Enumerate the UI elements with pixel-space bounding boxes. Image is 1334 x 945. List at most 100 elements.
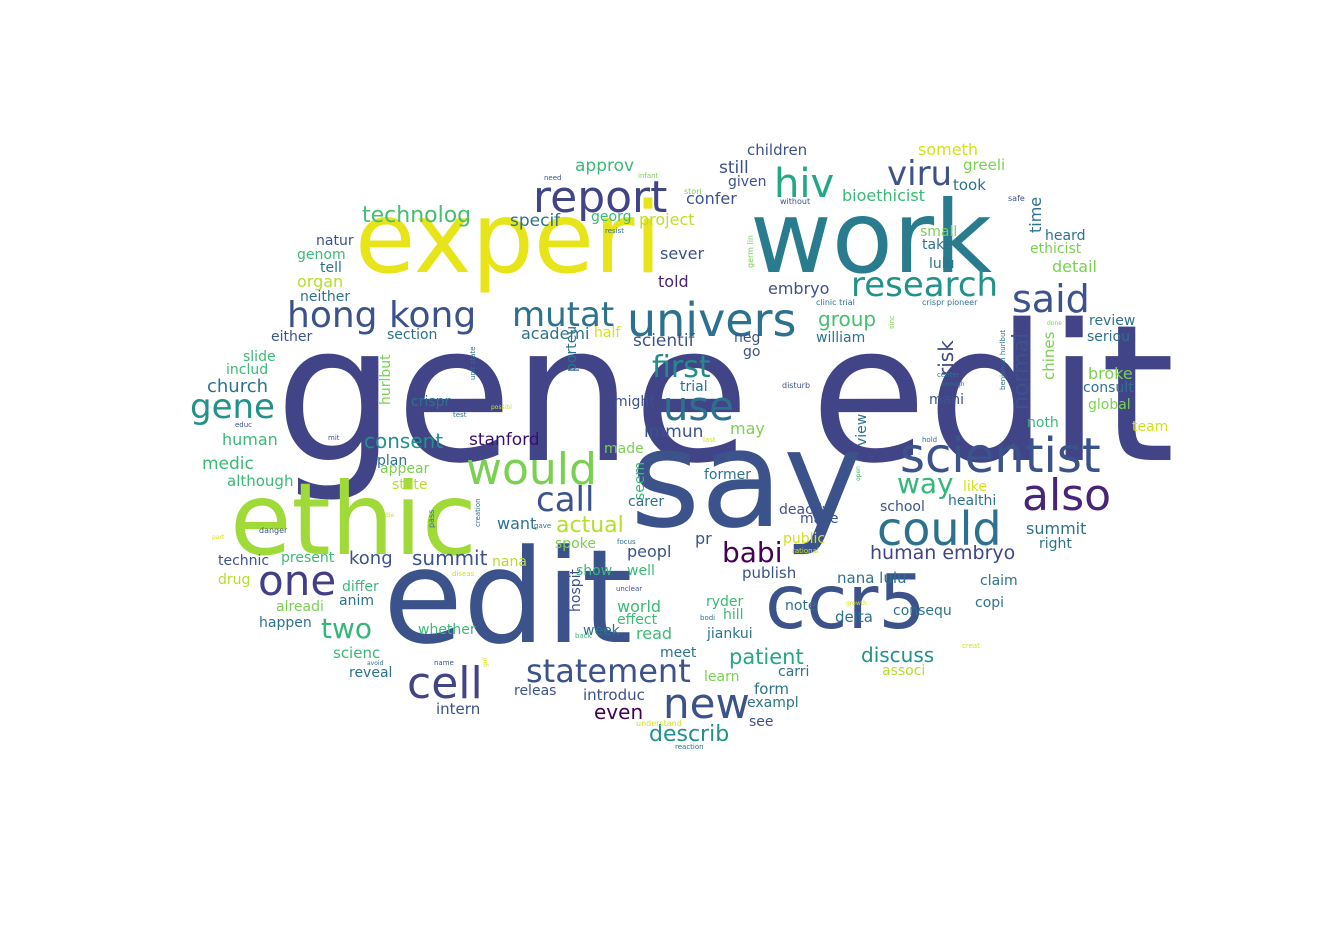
cloud-word: although bbox=[227, 472, 294, 490]
cloud-word: clinic trial bbox=[816, 298, 855, 307]
cloud-word: global bbox=[1088, 397, 1131, 413]
cloud-word: could bbox=[877, 502, 1002, 556]
cloud-word: pr bbox=[695, 529, 712, 548]
cloud-word: meet bbox=[660, 645, 697, 661]
cloud-word: intern bbox=[436, 700, 481, 718]
cloud-word: releas bbox=[514, 683, 557, 699]
cloud-word: healthi bbox=[948, 493, 997, 509]
cloud-word: gene edit bbox=[275, 284, 1175, 505]
cloud-word: greeli bbox=[963, 156, 1006, 174]
cloud-word: still bbox=[719, 158, 749, 178]
cloud-word: public bbox=[783, 531, 826, 547]
cloud-word: describ bbox=[649, 722, 730, 747]
cloud-word: trial bbox=[680, 379, 708, 395]
cloud-word: sinc bbox=[888, 315, 896, 329]
cloud-word: neg bbox=[734, 330, 761, 346]
cloud-word: work bbox=[750, 179, 992, 296]
cloud-word: learn bbox=[704, 669, 740, 685]
cloud-word: nana lulu bbox=[837, 569, 907, 587]
cloud-word: reaction bbox=[675, 743, 704, 751]
cloud-word: edit bbox=[383, 521, 633, 673]
cloud-word: said bbox=[1012, 277, 1090, 321]
cloud-word: form bbox=[754, 680, 789, 698]
cloud-word: delta bbox=[835, 608, 873, 626]
cloud-word: rational bbox=[792, 547, 819, 555]
cloud-word: ryder bbox=[706, 594, 744, 610]
cloud-word: scientist bbox=[900, 428, 1101, 484]
cloud-word: project bbox=[639, 210, 695, 229]
cloud-word: whether bbox=[418, 622, 476, 638]
cloud-word: includ bbox=[226, 362, 269, 378]
cloud-word: world bbox=[617, 597, 662, 616]
cloud-word: gene bbox=[190, 387, 275, 427]
cloud-word: technolog bbox=[362, 203, 472, 228]
cloud-word: educ bbox=[235, 421, 253, 429]
cloud-word: part bbox=[212, 534, 225, 541]
cloud-word: ethicist bbox=[1030, 241, 1082, 257]
cloud-word: sever bbox=[660, 244, 705, 263]
cloud-word: research bbox=[851, 265, 999, 305]
cloud-word: slide bbox=[243, 349, 276, 365]
cloud-word: human bbox=[222, 430, 278, 449]
cloud-word: natur bbox=[316, 233, 354, 249]
cloud-word: see bbox=[749, 714, 774, 730]
cloud-word: girl bbox=[482, 657, 489, 667]
cloud-word: first bbox=[652, 350, 711, 385]
cloud-word: school bbox=[880, 499, 925, 515]
cloud-word: done bbox=[1047, 320, 1062, 327]
cloud-word: porteu bbox=[564, 325, 580, 372]
cloud-word: happen bbox=[259, 615, 312, 631]
cloud-word: lulu bbox=[929, 256, 955, 272]
cloud-word: time bbox=[1026, 196, 1045, 233]
cloud-word: alreadi bbox=[276, 599, 324, 615]
cloud-word: take bbox=[922, 237, 953, 253]
cloud-word: small bbox=[920, 224, 958, 240]
cloud-word: children bbox=[747, 141, 808, 159]
cloud-word: differ bbox=[342, 579, 379, 595]
cloud-word: made bbox=[604, 441, 644, 457]
cloud-word: exampl bbox=[747, 695, 799, 711]
cloud-word: center bbox=[937, 371, 960, 379]
cloud-word: viru bbox=[887, 154, 953, 194]
cloud-word: kong bbox=[349, 548, 393, 569]
cloud-word: immun bbox=[644, 422, 704, 442]
cloud-word: resist bbox=[605, 227, 625, 235]
cloud-word: medic bbox=[202, 454, 254, 474]
cloud-word: heard bbox=[1045, 228, 1086, 244]
cloud-word: read bbox=[636, 624, 673, 643]
cloud-word: confer bbox=[686, 189, 737, 208]
cloud-word: present bbox=[281, 550, 335, 566]
cloud-word: genom bbox=[297, 247, 346, 263]
cloud-word: hong kong bbox=[287, 295, 477, 336]
cloud-word: chines bbox=[1040, 331, 1058, 380]
cloud-word: week bbox=[583, 623, 620, 639]
cloud-word: possibl bbox=[491, 404, 512, 411]
cloud-word: organ bbox=[297, 272, 344, 291]
cloud-word: focus bbox=[617, 538, 636, 546]
cloud-word: mutat bbox=[512, 295, 615, 335]
cloud-word: creation bbox=[474, 498, 482, 527]
cloud-word: might bbox=[614, 394, 655, 410]
cloud-word: william bbox=[816, 330, 866, 346]
cloud-word: carer bbox=[628, 494, 665, 510]
cloud-word: nana bbox=[492, 554, 527, 570]
cloud-word: broke bbox=[1088, 364, 1133, 383]
cloud-word: mani bbox=[929, 392, 964, 408]
cloud-word: bioethicist bbox=[842, 186, 925, 205]
cloud-word: team bbox=[1132, 419, 1169, 435]
cloud-word: summit bbox=[1026, 519, 1087, 538]
cloud-word: hold bbox=[922, 436, 938, 444]
cloud-word: view bbox=[854, 413, 870, 446]
cloud-word: group bbox=[818, 307, 877, 331]
cloud-word: back bbox=[575, 632, 592, 640]
cloud-word: effect bbox=[617, 612, 658, 628]
cloud-word: deactiv bbox=[779, 502, 831, 518]
cloud-word: infant bbox=[638, 172, 659, 180]
cloud-word: church bbox=[207, 376, 269, 397]
cloud-word: open bbox=[855, 466, 862, 481]
cloud-word: either bbox=[271, 329, 313, 345]
cloud-word: summit bbox=[412, 546, 488, 570]
cloud-word: report bbox=[533, 172, 668, 223]
cloud-word: one bbox=[258, 556, 337, 605]
cloud-word: like bbox=[963, 479, 988, 495]
